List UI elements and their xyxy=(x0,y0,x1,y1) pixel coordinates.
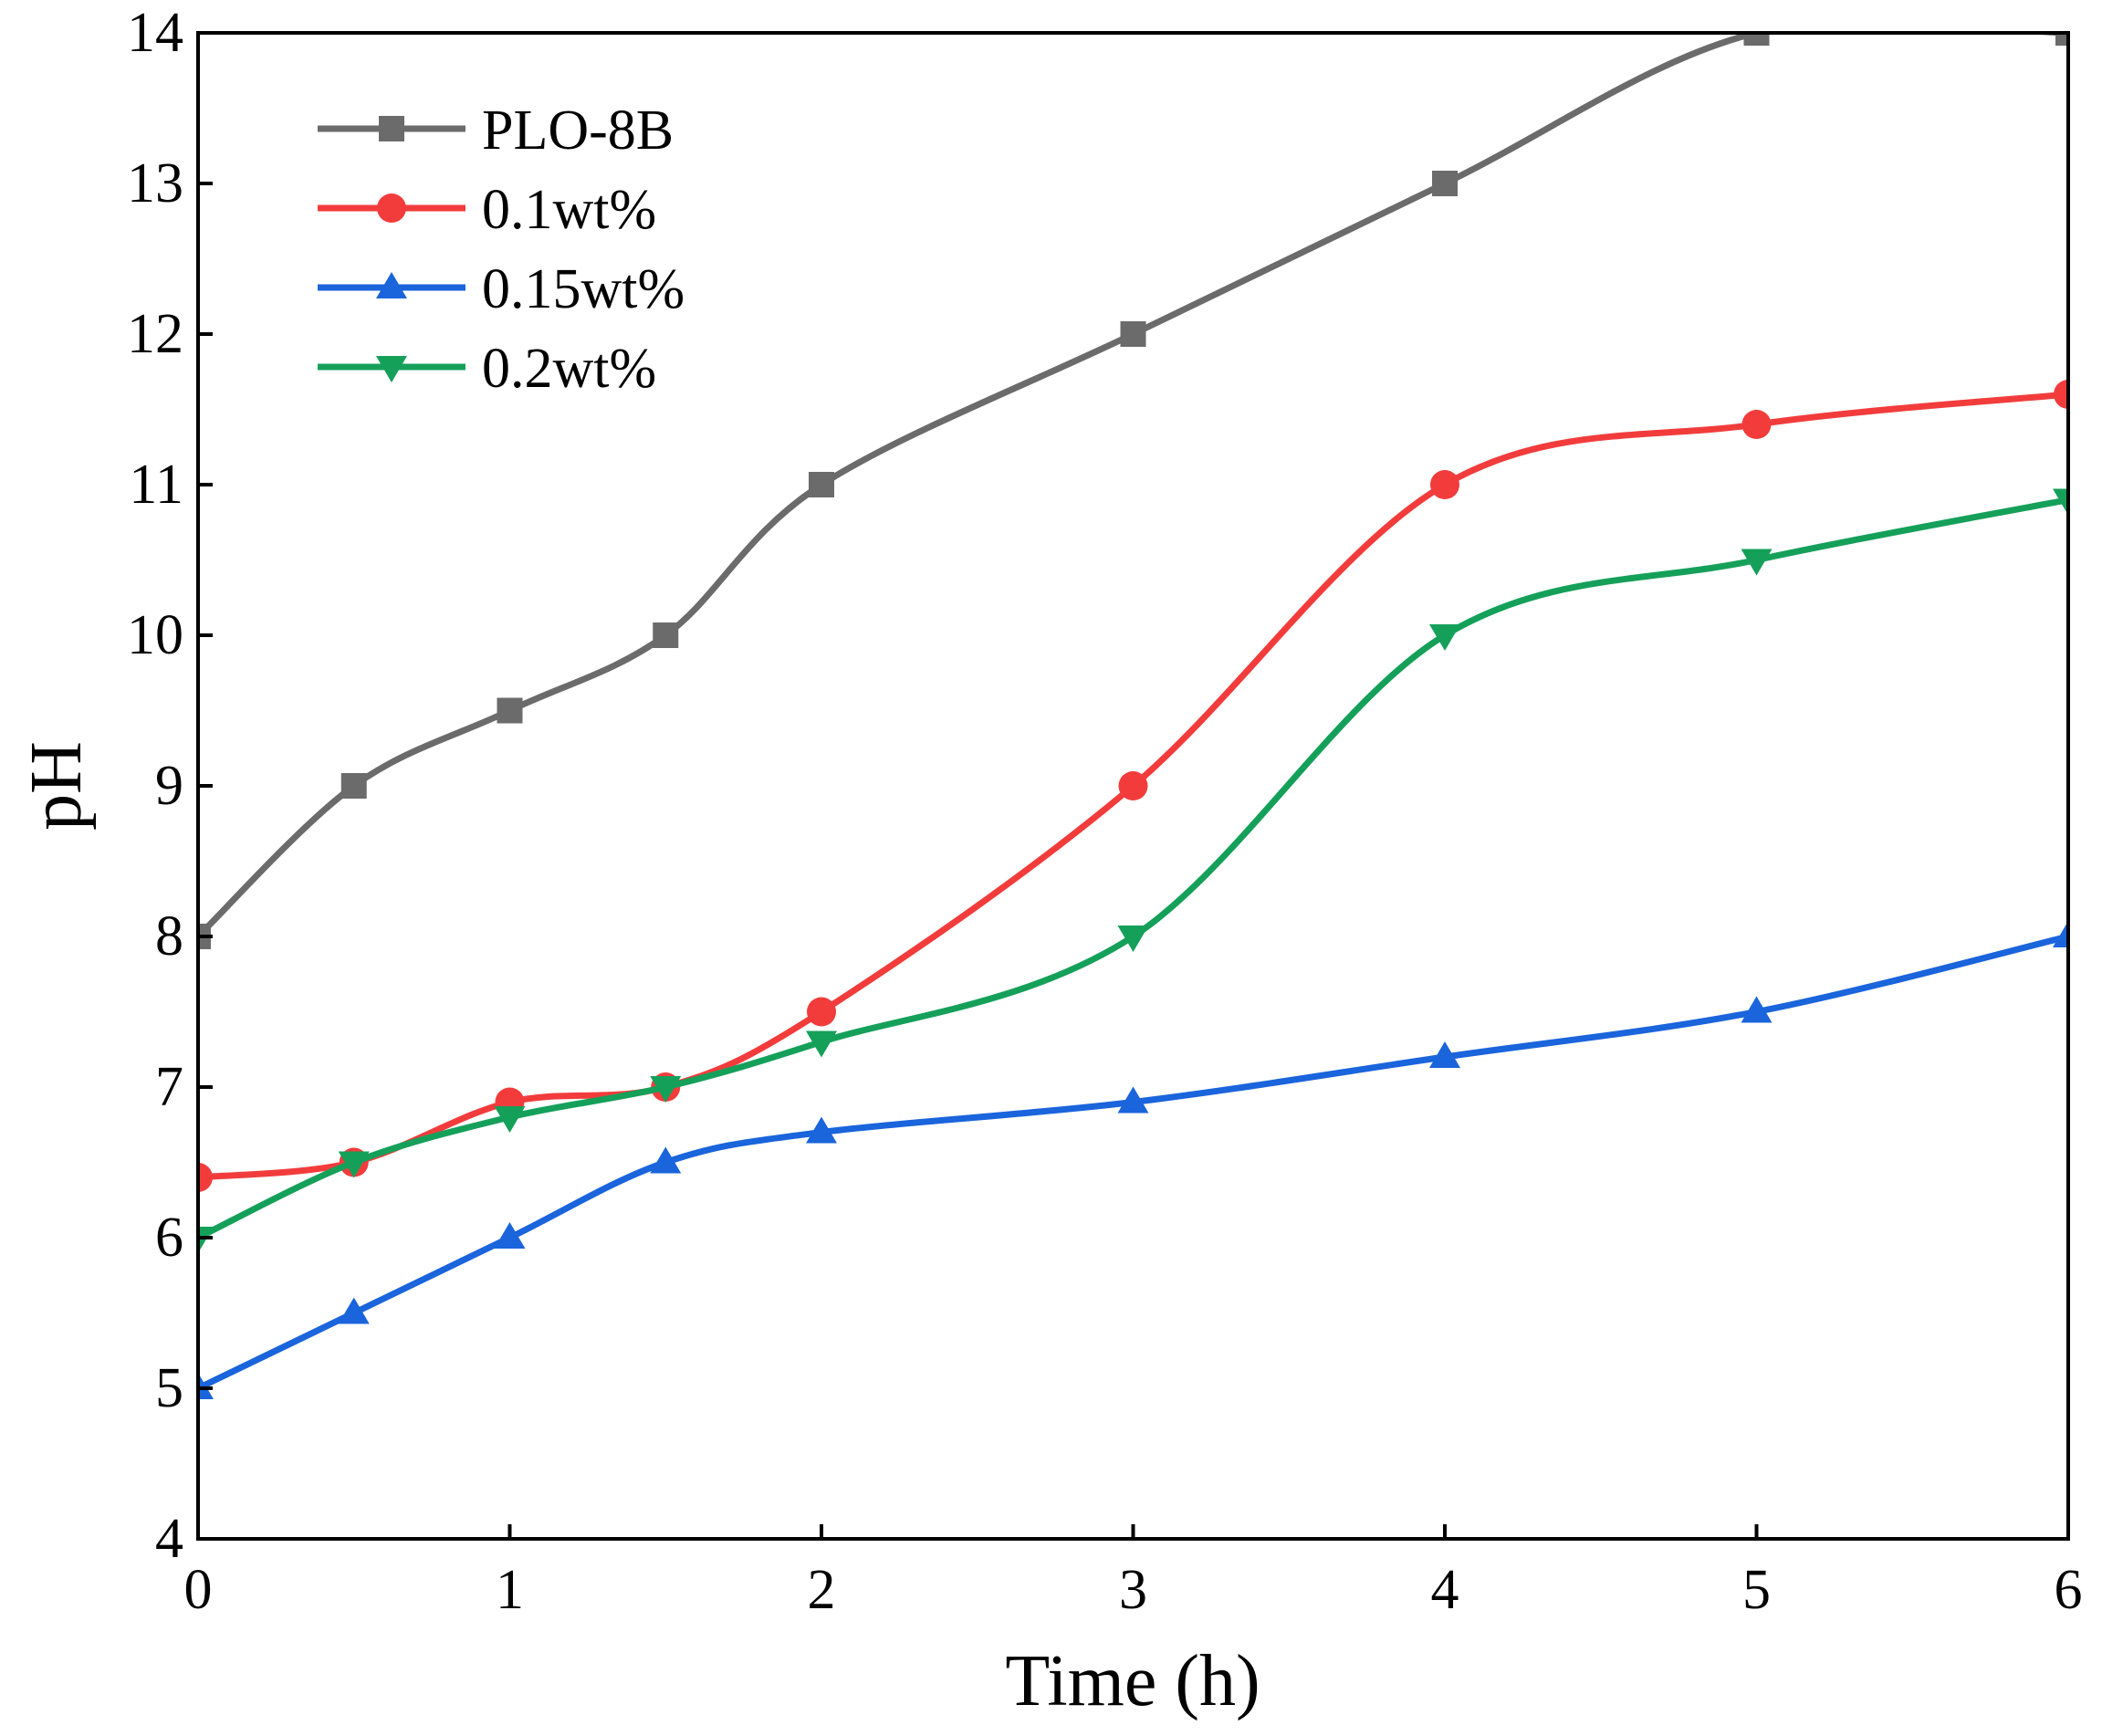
x-tick-label: 4 xyxy=(1431,1559,1459,1621)
data-point-0-15wt xyxy=(1741,996,1773,1023)
series-plo-8b xyxy=(198,33,2068,949)
legend-item-0-1wt: 0.1wt% xyxy=(318,179,656,241)
data-point-0-1wt xyxy=(807,997,836,1027)
legend-marker xyxy=(377,193,406,223)
data-point-0-15wt xyxy=(1429,1041,1460,1068)
y-tick-label: 11 xyxy=(129,454,183,516)
data-point-0-2wt xyxy=(338,1151,370,1178)
legend-marker xyxy=(379,116,404,141)
data-point-0-1wt xyxy=(1430,470,1459,499)
data-point-0-2wt xyxy=(650,1076,682,1103)
x-tick-label: 5 xyxy=(1742,1559,1771,1621)
data-point-0-2wt xyxy=(198,1227,214,1253)
data-point-0-1wt xyxy=(198,1163,213,1192)
y-tick-label: 8 xyxy=(155,905,183,967)
data-point-plo-8b xyxy=(497,697,523,724)
legend: PLO-8B 0.1wt% 0.15wt% 0.2wt% xyxy=(318,99,685,400)
series-line-0-1wt xyxy=(198,391,2068,1181)
data-point-0-2wt xyxy=(806,1030,837,1058)
x-tick-label: 0 xyxy=(184,1559,213,1621)
data-point-0-1wt xyxy=(1741,410,1772,439)
data-point-plo-8b xyxy=(340,773,367,799)
y-tick-label: 10 xyxy=(127,604,183,666)
y-axis: 4 5 6 7 8 9 10 11 12 13 14 xyxy=(127,2,213,1570)
data-point-plo-8b xyxy=(809,472,834,497)
data-point-0-15wt xyxy=(650,1146,682,1174)
data-point-0-15wt xyxy=(1117,1086,1149,1114)
y-tick-label: 13 xyxy=(127,152,183,214)
legend-item-plo-8b: PLO-8B xyxy=(318,99,674,162)
legend-label: PLO-8B xyxy=(482,99,674,162)
data-point-0-15wt xyxy=(338,1297,370,1324)
y-tick-label: 4 xyxy=(155,1508,183,1570)
legend-label: 0.2wt% xyxy=(482,338,656,400)
legend-marker xyxy=(376,356,407,382)
x-tick-label: 2 xyxy=(808,1559,836,1621)
series-line-0-15wt xyxy=(198,933,2068,1392)
data-point-0-2wt xyxy=(1429,624,1460,651)
series-line-plo-8b xyxy=(198,33,2068,940)
x-axis-title: Time (h) xyxy=(1005,1641,1260,1721)
series-layer xyxy=(198,33,2068,1399)
data-point-0-1wt xyxy=(2054,380,2068,409)
data-point-0-2wt xyxy=(1741,549,1773,576)
data-point-0-15wt xyxy=(198,1373,214,1399)
data-point-plo-8b xyxy=(1120,321,1146,347)
data-point-0-2wt xyxy=(2053,488,2068,516)
x-axis: 0 1 2 3 4 5 6 xyxy=(184,1524,2083,1621)
y-tick-label: 14 xyxy=(127,2,183,64)
legend-marker xyxy=(376,272,407,298)
y-axis-title: pH xyxy=(16,741,97,831)
y-tick-label: 6 xyxy=(155,1207,183,1269)
series-0-2wt xyxy=(198,488,2068,1253)
series-0-15wt xyxy=(198,921,2068,1399)
data-point-0-15wt xyxy=(2053,921,2068,947)
data-point-0-2wt xyxy=(1117,926,1149,952)
y-tick-label: 5 xyxy=(155,1357,183,1419)
x-tick-label: 3 xyxy=(1119,1559,1147,1621)
x-tick-label: 1 xyxy=(496,1559,524,1621)
data-point-0-2wt xyxy=(494,1106,526,1133)
y-tick-label: 12 xyxy=(127,303,183,365)
data-point-plo-8b xyxy=(1432,171,1458,196)
data-point-plo-8b xyxy=(2055,33,2068,46)
legend-label: 0.1wt% xyxy=(482,179,656,241)
y-tick-label: 7 xyxy=(155,1056,183,1118)
x-tick-label: 6 xyxy=(2055,1559,2083,1621)
data-point-0-15wt xyxy=(806,1116,837,1144)
data-point-0-1wt xyxy=(1118,771,1148,800)
data-point-plo-8b xyxy=(1743,33,1770,46)
series-line-0-2wt xyxy=(198,497,2068,1241)
legend-item-0-2wt: 0.2wt% xyxy=(318,338,656,400)
data-point-0-15wt xyxy=(494,1222,526,1249)
legend-item-0-15wt: 0.15wt% xyxy=(318,258,685,320)
data-point-plo-8b xyxy=(653,622,679,648)
legend-label: 0.15wt% xyxy=(482,258,685,320)
y-tick-label: 9 xyxy=(155,755,183,817)
